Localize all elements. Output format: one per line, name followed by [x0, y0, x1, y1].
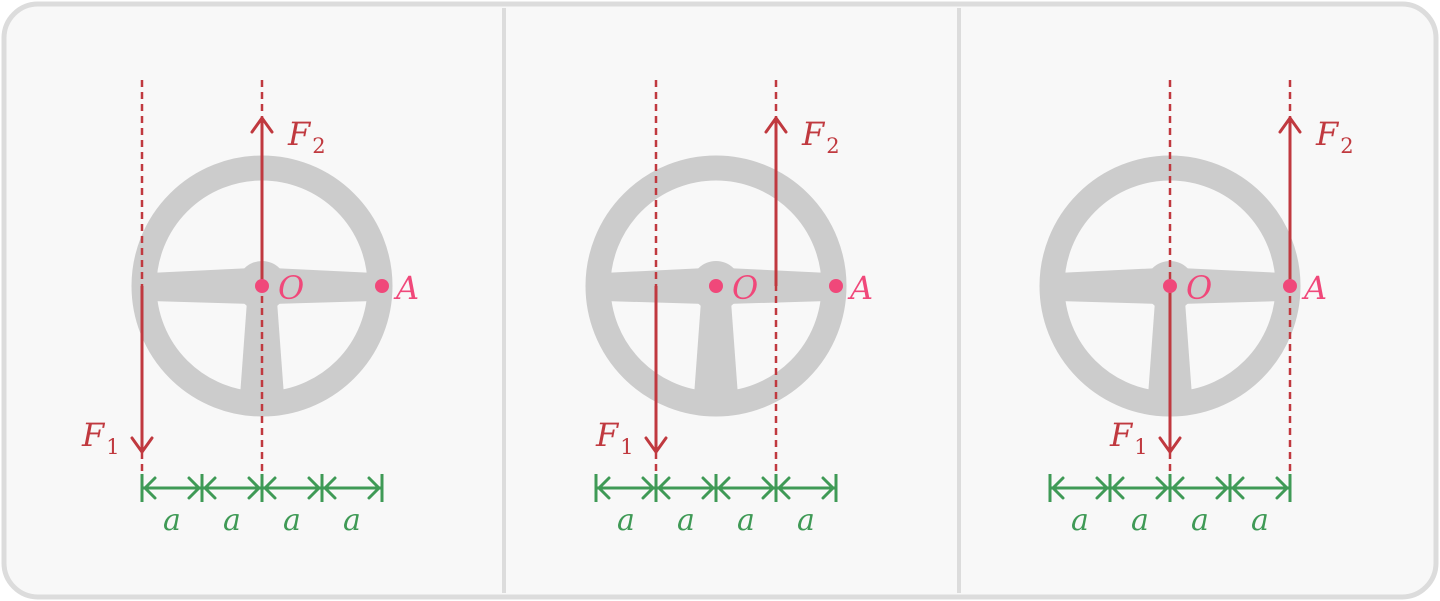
dimension-arrowhead [717, 476, 731, 500]
f1-label-subscript: 1 [106, 435, 119, 459]
f1-label-letter: F [81, 416, 106, 454]
point-a-dot [1283, 279, 1297, 293]
f1-label-letter: F [595, 416, 620, 454]
f1-label: F1 [81, 416, 120, 459]
dimension-label: a [343, 503, 361, 538]
dimension-label: a [737, 503, 755, 538]
point-o-label: O [278, 269, 304, 307]
dimension-arrowhead [263, 476, 277, 500]
f2-label-subscript: 2 [1340, 134, 1353, 158]
point-o-dot [255, 279, 269, 293]
dimension-arrowhead [307, 476, 321, 500]
dimension-arrowhead [143, 476, 157, 500]
f2-label-letter: F [287, 115, 312, 153]
dimension-label: a [283, 503, 301, 538]
point-a-label: A [393, 269, 419, 307]
f2-label: F2 [801, 115, 840, 158]
dimension-label: a [1071, 503, 1089, 538]
point-o-dot [709, 279, 723, 293]
dimension-arrowhead [203, 476, 217, 500]
dimension-arrowhead [777, 476, 791, 500]
f1-arrow-head [130, 436, 154, 454]
dimension-label: a [1191, 503, 1209, 538]
dimension-arrowhead [761, 476, 775, 500]
dimension-arrowhead [657, 476, 671, 500]
f2-arrow-head [1278, 116, 1302, 134]
dimension-arrowhead [1231, 476, 1245, 500]
dimension-arrowhead [1275, 476, 1289, 500]
f2-label-letter: F [1315, 115, 1340, 153]
dimension-arrowhead [367, 476, 381, 500]
dimension-arrowhead [1111, 476, 1125, 500]
dimension-label: a [797, 503, 815, 538]
f2-label: F2 [287, 115, 326, 158]
f2-label-letter: F [801, 115, 826, 153]
dimension-arrowhead [597, 476, 611, 500]
point-o-dot [1163, 279, 1177, 293]
point-a-dot [375, 279, 389, 293]
f2-label-subscript: 2 [826, 134, 839, 158]
dimension-label: a [617, 503, 635, 538]
dimension-arrowhead [1051, 476, 1065, 500]
dimension-arrowhead [1171, 476, 1185, 500]
dimension-label: a [677, 503, 695, 538]
dimension-arrowhead [701, 476, 715, 500]
dimension-label: a [1131, 503, 1149, 538]
point-a-dot [829, 279, 843, 293]
point-a-label: A [847, 269, 873, 307]
dimension-arrowhead [1155, 476, 1169, 500]
dimension-label: a [1251, 503, 1269, 538]
dimension-arrowhead [247, 476, 261, 500]
dimension-arrowhead [1095, 476, 1109, 500]
f1-label-letter: F [1109, 416, 1134, 454]
dimension-arrowhead [323, 476, 337, 500]
point-o-label: O [1186, 269, 1212, 307]
dimension-arrowhead [1215, 476, 1229, 500]
f1-label-subscript: 1 [1134, 435, 1147, 459]
f1-arrow-head [644, 436, 668, 454]
point-a-label: A [1301, 269, 1327, 307]
f2-label-subscript: 2 [312, 134, 325, 158]
point-o-label: O [732, 269, 758, 307]
f2-label: F2 [1315, 115, 1354, 158]
dimension-label: a [163, 503, 181, 538]
f1-label: F1 [1109, 416, 1148, 459]
f1-label-subscript: 1 [620, 435, 633, 459]
dimension-arrowhead [641, 476, 655, 500]
dimension-arrowhead [821, 476, 835, 500]
f2-arrow-head [764, 116, 788, 134]
f1-arrow-head [1158, 436, 1182, 454]
dimension-label: a [223, 503, 241, 538]
f2-arrow-head [250, 116, 274, 134]
f1-label: F1 [595, 416, 634, 459]
dimension-arrowhead [187, 476, 201, 500]
